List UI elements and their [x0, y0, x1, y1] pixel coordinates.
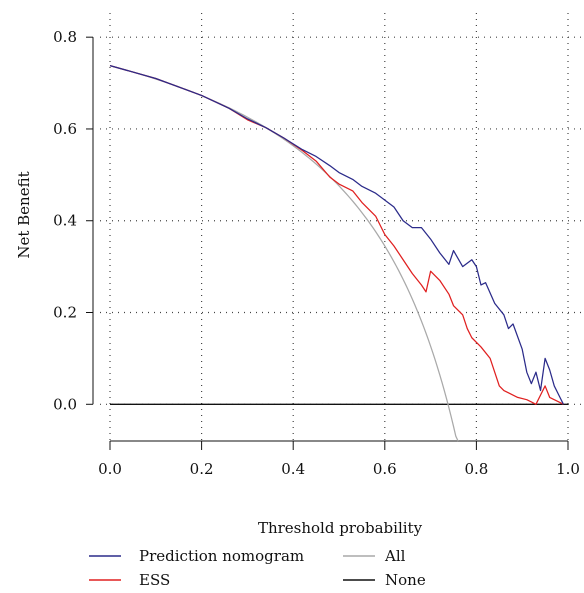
legend: Prediction nomogram ESS All None	[89, 547, 426, 589]
axes-layer: 0.0 0.2 0.4 0.6 0.8 1.0 0.0 0.2 0.4 0.6 0.8	[53, 28, 580, 478]
series-line-prediction-nomogram	[109, 65, 564, 405]
series-layer	[109, 65, 568, 442]
x-tick-label: 0.8	[464, 460, 488, 478]
legend-label-none: None	[385, 571, 426, 589]
x-tick-label: 1.0	[556, 460, 580, 478]
y-tick-label: 0.4	[53, 212, 77, 230]
x-tick-label: 0.2	[190, 460, 214, 478]
legend-label-prediction-nomogram: Prediction nomogram	[139, 547, 304, 565]
x-tick-label: 0.4	[281, 460, 305, 478]
grid-layer	[100, 13, 584, 441]
x-axis-title: Threshold probability	[258, 519, 423, 537]
x-tick-label: 0.6	[373, 460, 397, 478]
series-line-ess	[109, 65, 564, 405]
y-tick-label: 0.6	[53, 120, 77, 138]
legend-label-ess: ESS	[139, 571, 170, 589]
series-line-all	[109, 65, 459, 442]
y-tick-label: 0.0	[53, 395, 77, 413]
y-axis-title: Net Benefit	[15, 171, 33, 258]
x-tick-label: 0.0	[98, 460, 122, 478]
y-tick-label: 0.2	[53, 304, 77, 322]
legend-label-all: All	[384, 547, 406, 565]
y-tick-label: 0.8	[53, 28, 77, 46]
